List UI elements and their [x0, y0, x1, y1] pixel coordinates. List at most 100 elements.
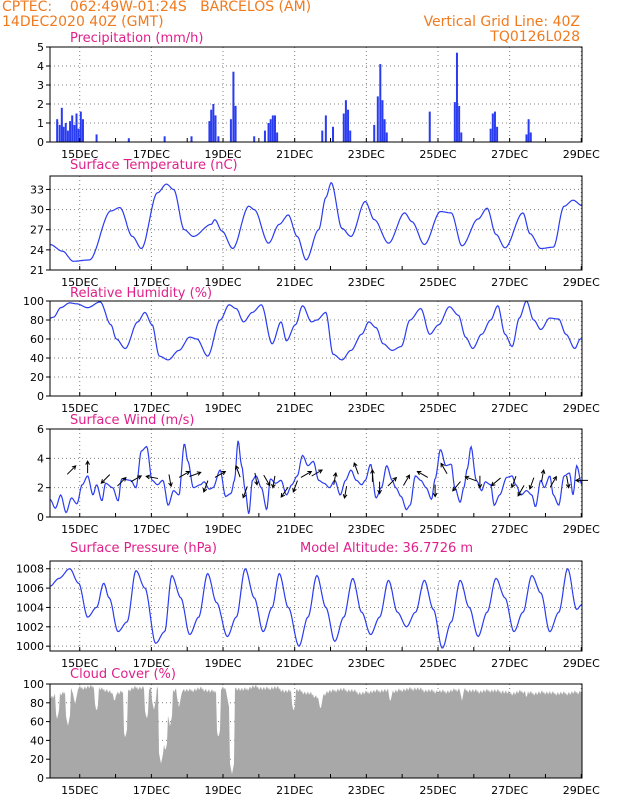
- x-tick-label: 23DEC: [348, 784, 385, 797]
- x-tick-label: 15DEC: [61, 276, 98, 289]
- x-tick-label: 21DEC: [276, 784, 313, 797]
- precip-bar: [493, 111, 496, 142]
- panel-frame: [49, 46, 583, 143]
- x-tick-label: 17DEC: [133, 276, 170, 289]
- y-tick-label: 0: [37, 511, 44, 524]
- panel-frame: [49, 175, 583, 271]
- precip-bar: [496, 126, 499, 142]
- pressure-panel: Surface Pressure (hPa) Model Altitude: 36…: [16, 541, 600, 670]
- x-tick-label: 19DEC: [204, 784, 241, 797]
- y-tick-label: 80: [30, 314, 44, 327]
- precip-bar: [210, 109, 213, 142]
- precip-bar: [428, 111, 431, 142]
- wind-arrow: [370, 468, 375, 482]
- wind-arrow: [432, 484, 438, 498]
- x-tick-label: 15DEC: [61, 148, 98, 161]
- series-line: [49, 440, 583, 514]
- y-tick-label: 40: [30, 352, 44, 365]
- panel-frame: [49, 300, 583, 397]
- precip-bar: [491, 113, 494, 142]
- wind-arrow: [263, 474, 271, 487]
- precip-bar: [383, 119, 386, 142]
- y-tick-label: 40: [30, 734, 44, 747]
- precip-bar: [73, 124, 76, 142]
- wind-arrow: [416, 470, 429, 478]
- wind-arrow: [292, 480, 298, 493]
- header-run-time: 14DEC2020 40Z (GMT): [2, 14, 164, 30]
- x-tick-label: 19DEC: [204, 523, 241, 536]
- y-tick-label: 100: [23, 678, 44, 691]
- x-tick-label: 29DEC: [563, 276, 600, 289]
- wind-arrow: [214, 470, 227, 478]
- y-tick-label: 21: [30, 264, 44, 277]
- precip-bar: [324, 115, 327, 142]
- panel-title: Cloud Cover (%): [70, 667, 176, 682]
- precip-bar: [60, 107, 63, 142]
- x-tick-label: 27DEC: [491, 402, 528, 415]
- y-tick-label: 1004: [16, 601, 44, 614]
- y-tick-label: 60: [30, 333, 44, 346]
- x-tick-label: 17DEC: [133, 523, 170, 536]
- y-tick-label: 20: [30, 753, 44, 766]
- y-tick-label: 1: [37, 117, 44, 130]
- precip-bar: [253, 136, 256, 142]
- precip-bar: [71, 115, 74, 142]
- y-tick-label: 4: [37, 452, 44, 465]
- precip-bar: [529, 132, 532, 142]
- y-tick-label: 5: [37, 41, 44, 54]
- precip-bar: [263, 130, 266, 142]
- precip-bar: [56, 119, 59, 142]
- y-tick-label: 27: [30, 224, 44, 237]
- wind-arrow: [254, 472, 259, 486]
- x-tick-label: 27DEC: [491, 276, 528, 289]
- panel-subtitle: Model Altitude: 36.7726 m: [300, 541, 473, 556]
- wind-arrow: [464, 475, 477, 482]
- precip-bar: [489, 128, 492, 142]
- precip-bar: [342, 113, 345, 142]
- precip-bar: [212, 104, 215, 142]
- precip-bar: [232, 71, 235, 142]
- x-tick-label: 23DEC: [348, 148, 385, 161]
- y-tick-label: 33: [30, 183, 44, 196]
- precip-bar: [79, 111, 82, 142]
- x-tick-label: 25DEC: [419, 657, 456, 670]
- precip-bar: [77, 128, 80, 142]
- wind-arrow: [452, 481, 461, 492]
- humidity-panel: Relative Humidity (%) 0 20 40 60 80 100 15DEC 17…: [23, 286, 600, 415]
- precip-bar: [95, 134, 98, 142]
- wind-arrow: [145, 474, 159, 480]
- wind-arrow: [549, 475, 557, 488]
- x-tick-label: 25DEC: [419, 276, 456, 289]
- panel-title: Surface Temperature (nC): [70, 158, 238, 173]
- precip-bar: [381, 100, 384, 142]
- x-tick-label: 21DEC: [276, 402, 313, 415]
- wind-arrow: [280, 486, 289, 498]
- cloud-cover-panel: Cloud Cover (%) 0 20 40 60 80 100 15DEC 17DEC 19D…: [23, 667, 600, 797]
- series-line: [49, 567, 583, 649]
- y-tick-label: 2: [37, 98, 44, 111]
- x-tick-label: 17DEC: [133, 148, 170, 161]
- wind-arrow: [342, 486, 348, 500]
- y-tick-label: 6: [37, 423, 44, 436]
- precip-bar: [163, 136, 166, 142]
- y-tick-label: 100: [23, 295, 44, 308]
- precip-bar: [75, 113, 78, 142]
- x-tick-label: 27DEC: [491, 657, 528, 670]
- y-tick-label: 60: [30, 716, 44, 729]
- cloud-cover-area: [50, 684, 582, 778]
- precip-bar: [344, 100, 347, 142]
- wind-arrow: [540, 468, 546, 482]
- x-tick-label: 19DEC: [204, 276, 241, 289]
- wind-arrow: [387, 476, 398, 487]
- wind-arrow: [565, 475, 571, 489]
- header-grid-line: Vertical Grid Line: 40Z: [423, 14, 580, 30]
- wind-arrow: [242, 486, 248, 499]
- wind-arrow: [477, 475, 483, 489]
- x-tick-label: 19DEC: [204, 402, 241, 415]
- y-tick-label: 1002: [16, 621, 44, 634]
- x-tick-label: 29DEC: [563, 784, 600, 797]
- precip-bar: [62, 126, 65, 142]
- wind-arrow: [377, 481, 382, 495]
- precip-bar: [376, 96, 379, 142]
